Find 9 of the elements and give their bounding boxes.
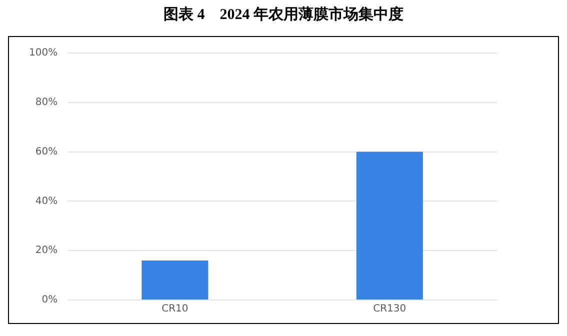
y-tick-label: 80% — [35, 96, 58, 108]
y-tick-label: 40% — [35, 196, 58, 207]
y-tick-label: 20% — [35, 245, 58, 256]
x-tick-label: CR130 — [373, 304, 406, 315]
y-tick-label: 100% — [28, 48, 58, 59]
y-tick-label: 0% — [42, 294, 58, 306]
chart-title: 图表 4 2024 年农用薄膜市场集中度 — [162, 7, 404, 25]
x-tick-label: CR10 — [162, 304, 188, 315]
y-tick-label: 60% — [35, 146, 58, 158]
